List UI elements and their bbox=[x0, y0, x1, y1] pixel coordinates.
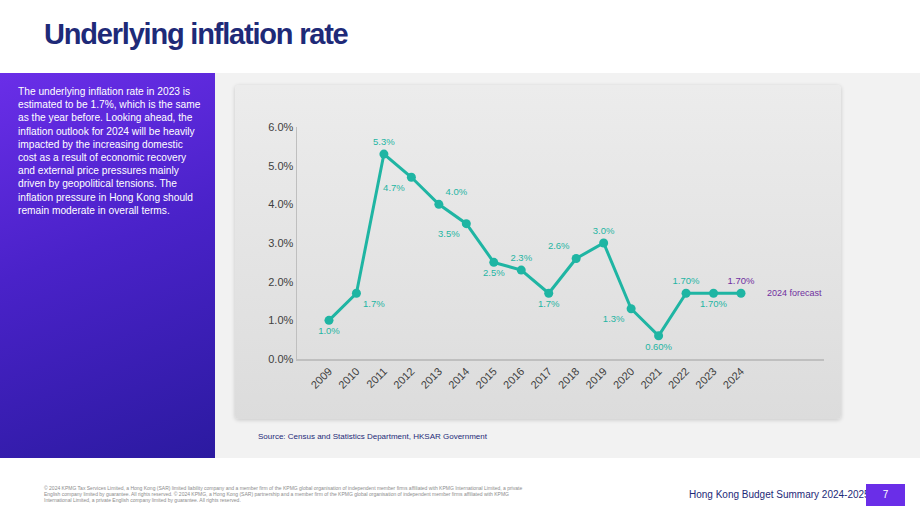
svg-text:0.0%: 0.0% bbox=[268, 353, 293, 365]
html-text:Source: Census and Statistics: Source: Census and Statistics Department… bbox=[258, 432, 487, 441]
html-text:Hong Kong Budget Summary 2024-: Hong Kong Budget Summary 2024-2025 bbox=[689, 489, 870, 500]
svg-text:2009: 2009 bbox=[308, 365, 334, 391]
svg-text:2.6%: 2.6% bbox=[548, 240, 570, 251]
svg-text:2.3%: 2.3% bbox=[510, 252, 532, 263]
html-text:Underlying inflation rate: Underlying inflation rate bbox=[44, 18, 348, 50]
svg-text:2.0%: 2.0% bbox=[268, 276, 293, 288]
svg-text:2019: 2019 bbox=[583, 365, 609, 391]
svg-text:2024: 2024 bbox=[721, 365, 747, 391]
svg-text:2013: 2013 bbox=[418, 365, 444, 391]
svg-text:4.0%: 4.0% bbox=[445, 186, 467, 197]
svg-text:1.7%: 1.7% bbox=[538, 298, 560, 309]
svg-text:0.60%: 0.60% bbox=[645, 341, 672, 352]
svg-text:3.0%: 3.0% bbox=[268, 237, 293, 249]
html-text:The underlying inflation rate: The underlying inflation rate in 2023 is… bbox=[18, 86, 201, 216]
svg-text:3.5%: 3.5% bbox=[438, 228, 460, 239]
svg-text:2020: 2020 bbox=[611, 365, 637, 391]
svg-text:2015: 2015 bbox=[473, 365, 499, 391]
svg-text:3.0%: 3.0% bbox=[593, 225, 615, 236]
svg-text:5.0%: 5.0% bbox=[268, 160, 293, 172]
svg-text:1.7%: 1.7% bbox=[363, 298, 385, 309]
html-text:7: 7 bbox=[882, 489, 889, 500]
svg-text:1.70%: 1.70% bbox=[673, 275, 700, 286]
svg-text:4.7%: 4.7% bbox=[383, 182, 405, 193]
svg-text:2010: 2010 bbox=[336, 365, 362, 391]
svg-text:1.3%: 1.3% bbox=[603, 313, 625, 324]
svg-text:1.70%: 1.70% bbox=[728, 275, 755, 286]
svg-text:2016: 2016 bbox=[501, 365, 527, 391]
svg-text:4.0%: 4.0% bbox=[268, 198, 293, 210]
svg-text:1.70%: 1.70% bbox=[700, 298, 727, 309]
svg-text:6.0%: 6.0% bbox=[268, 121, 293, 133]
svg-text:1.0%: 1.0% bbox=[268, 314, 293, 326]
svg-text:2017: 2017 bbox=[528, 365, 554, 391]
svg-text:2.5%: 2.5% bbox=[483, 267, 505, 278]
svg-text:2011: 2011 bbox=[364, 365, 389, 390]
svg-text:2018: 2018 bbox=[556, 365, 582, 391]
svg-text:2012: 2012 bbox=[391, 365, 417, 391]
svg-text:1.0%: 1.0% bbox=[318, 325, 340, 336]
svg-text:2014: 2014 bbox=[446, 365, 472, 391]
svg-text:2023: 2023 bbox=[693, 365, 719, 391]
svg-text:5.3%: 5.3% bbox=[373, 136, 395, 147]
svg-text:2024 forecast: 2024 forecast bbox=[767, 288, 822, 298]
html-text:© 2024 KPMG Tax Services Limit: © 2024 KPMG Tax Services Limited, a Hong… bbox=[44, 485, 523, 504]
svg-text:2022: 2022 bbox=[666, 365, 692, 391]
svg-text:2021: 2021 bbox=[638, 365, 664, 391]
